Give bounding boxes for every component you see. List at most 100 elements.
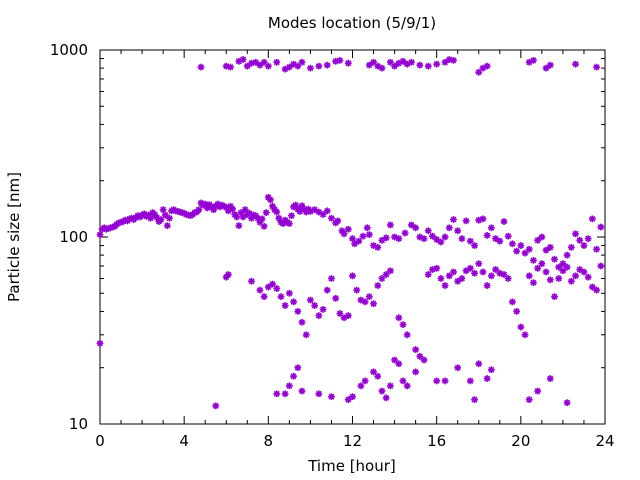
x-tick-label: 16 xyxy=(427,432,446,450)
data-point xyxy=(546,61,554,69)
data-point xyxy=(323,61,331,69)
data-point xyxy=(546,276,554,284)
data-point xyxy=(197,63,205,71)
data-point xyxy=(285,382,293,390)
data-point xyxy=(262,209,270,217)
data-point xyxy=(382,394,390,402)
data-point xyxy=(458,275,466,282)
data-point xyxy=(382,271,390,278)
data-point xyxy=(290,298,297,306)
data-point xyxy=(509,240,516,248)
data-point xyxy=(273,390,281,398)
data-point xyxy=(285,220,293,227)
data-point xyxy=(273,58,281,66)
data-point xyxy=(584,235,592,243)
data-point xyxy=(323,207,331,215)
data-point xyxy=(298,387,306,395)
data-point xyxy=(235,222,243,230)
data-point xyxy=(256,286,264,294)
data-point xyxy=(378,387,386,395)
data-point xyxy=(328,393,335,401)
data-point xyxy=(233,213,241,221)
data-point xyxy=(277,293,285,301)
data-point xyxy=(445,224,453,232)
x-tick-label: 20 xyxy=(511,432,530,450)
data-point xyxy=(597,262,605,270)
data-point xyxy=(588,283,596,291)
data-point xyxy=(294,308,302,315)
data-point xyxy=(349,235,356,243)
data-point xyxy=(395,235,403,243)
data-point xyxy=(311,302,319,309)
data-point xyxy=(147,214,154,222)
y-tick-label: 1000 xyxy=(50,41,88,59)
data-point xyxy=(365,231,373,238)
data-point xyxy=(378,275,386,282)
data-point xyxy=(433,60,441,68)
x-tick-label: 4 xyxy=(179,432,189,450)
data-point xyxy=(408,221,415,229)
x-tick-label: 8 xyxy=(264,432,274,450)
data-point xyxy=(521,331,529,339)
data-point xyxy=(281,302,289,309)
data-point xyxy=(563,251,571,259)
data-point xyxy=(513,247,521,255)
data-point xyxy=(593,286,600,294)
data-point xyxy=(441,377,449,385)
data-point xyxy=(420,235,428,243)
data-point xyxy=(471,269,478,277)
data-point xyxy=(454,227,462,235)
data-point xyxy=(454,364,462,372)
data-point xyxy=(412,224,420,232)
data-point xyxy=(248,277,255,285)
data-point xyxy=(496,237,504,245)
data-point xyxy=(281,390,289,398)
data-point xyxy=(580,268,588,276)
data-point xyxy=(517,242,525,249)
data-point xyxy=(466,264,474,272)
data-point xyxy=(336,56,344,64)
data-point xyxy=(298,58,306,66)
data-point xyxy=(542,268,550,276)
data-point xyxy=(424,271,432,278)
data-point xyxy=(475,260,483,268)
data-point xyxy=(336,310,344,317)
data-point xyxy=(437,238,445,246)
data-point xyxy=(572,272,579,280)
data-point xyxy=(420,356,428,364)
data-point xyxy=(483,282,491,289)
data-point xyxy=(285,289,293,297)
data-point xyxy=(450,268,457,276)
data-point xyxy=(224,271,232,278)
data-point xyxy=(403,382,411,390)
data-point xyxy=(483,231,491,239)
data-point xyxy=(500,218,508,225)
data-point xyxy=(374,282,382,289)
data-point xyxy=(359,232,367,240)
data-point xyxy=(424,62,432,70)
data-point xyxy=(288,212,295,220)
data-point xyxy=(307,64,314,72)
data-point xyxy=(416,61,424,69)
data-point xyxy=(195,206,203,214)
data-point xyxy=(349,393,356,401)
data-point xyxy=(340,230,348,238)
data-point xyxy=(163,222,171,230)
data-point xyxy=(386,221,394,229)
data-point xyxy=(264,62,272,70)
data-point xyxy=(166,214,173,222)
data-point xyxy=(466,237,474,245)
data-point xyxy=(466,377,474,385)
data-point xyxy=(441,233,449,241)
data-point xyxy=(399,321,407,329)
data-point xyxy=(290,372,297,380)
data-point xyxy=(487,224,495,232)
data-point xyxy=(525,245,533,253)
data-point xyxy=(307,296,314,304)
data-point xyxy=(328,214,335,222)
data-point xyxy=(580,242,588,249)
data-point xyxy=(530,56,537,64)
data-point xyxy=(285,63,293,71)
data-point xyxy=(437,275,445,282)
data-point xyxy=(538,233,546,241)
